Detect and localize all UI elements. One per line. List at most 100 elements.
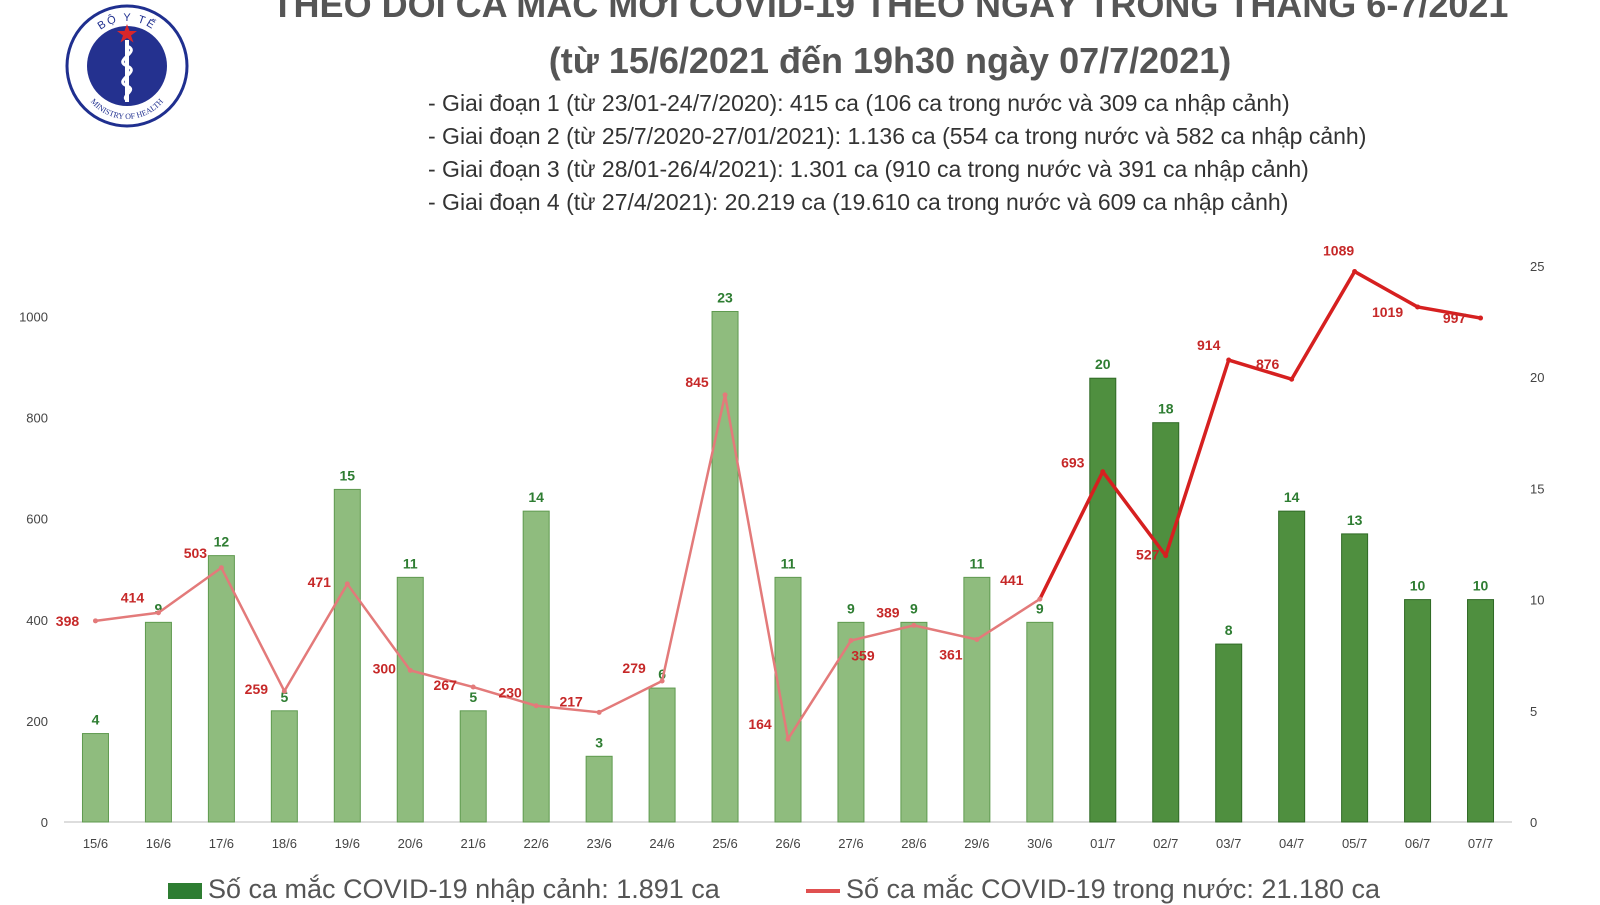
left-axis-tick-label: 0	[41, 815, 48, 830]
x-axis-tick-label: 19/6	[335, 836, 360, 851]
line-data-label: 217	[559, 693, 583, 709]
legend-line-swatch	[806, 888, 840, 893]
x-axis-tick-label: 05/7	[1342, 836, 1367, 851]
stage-2-summary: - Giai đoạn 2 (từ 25/7/2020-27/01/2021):…	[428, 123, 1367, 149]
line-segment-domestic-cases	[723, 393, 790, 741]
line-data-label: 398	[56, 613, 80, 629]
line-point-domestic-cases	[407, 667, 413, 673]
bar-data-label: 8	[1225, 622, 1233, 638]
x-axis-tick-label: 21/6	[461, 836, 486, 851]
stage-1-summary: - Giai đoạn 1 (từ 23/01-24/7/2020): 415 …	[428, 90, 1290, 116]
line-segment-domestic-cases	[597, 679, 664, 714]
line-data-label: 693	[1061, 455, 1085, 471]
line-data-label: 471	[308, 574, 332, 590]
bar-imported-cases	[333, 488, 361, 823]
line-data-label: 914	[1197, 337, 1221, 353]
legend-bar-label: Số ca mắc COVID-19 nhập cảnh: 1.891 ca	[208, 874, 720, 904]
x-axis-tick-label: 15/6	[83, 836, 108, 851]
line-point-domestic-cases	[1289, 376, 1295, 382]
line-point-domestic-cases	[470, 684, 476, 690]
bar-imported-cases	[585, 755, 613, 823]
line-segment-domestic-cases	[1101, 469, 1168, 558]
line-segment-domestic-cases	[471, 685, 538, 707]
bar-imported-cases	[1215, 643, 1243, 823]
bar-data-label: 9	[847, 600, 855, 616]
line-data-label: 300	[373, 660, 397, 676]
bar-data-label: 14	[1284, 489, 1300, 505]
bar-data-label: 12	[214, 534, 230, 550]
line-point-domestic-cases	[722, 392, 728, 398]
line-segment-domestic-cases	[1038, 469, 1105, 601]
line-data-label: 503	[184, 545, 208, 561]
x-axis-tick-label: 28/6	[901, 836, 926, 851]
x-axis-tick-label: 06/7	[1405, 836, 1430, 851]
x-axis-tick-label: 20/6	[398, 836, 423, 851]
line-segment-domestic-cases	[1289, 269, 1357, 381]
left-axis-tick-label: 600	[26, 512, 48, 527]
bar-imported-cases	[963, 576, 991, 823]
x-axis-tick-label: 27/6	[838, 836, 863, 851]
bar-data-label: 10	[1473, 578, 1489, 594]
line-segment-domestic-cases	[534, 704, 601, 714]
bar-imported-cases	[522, 510, 550, 823]
stage-summary-list: - Giai đoạn 1 (từ 23/01-24/7/2020): 415 …	[428, 90, 1366, 222]
line-data-label: 164	[748, 716, 772, 732]
bar-data-label: 11	[969, 555, 984, 571]
bar-imported-cases	[1404, 599, 1432, 823]
x-axis-tick-label: 04/7	[1279, 836, 1304, 851]
right-axis-tick-label: 20	[1530, 370, 1544, 385]
stage-4-summary: - Giai đoạn 4 (từ 27/4/2021): 20.219 ca …	[428, 189, 1289, 215]
line-point-domestic-cases	[1100, 469, 1106, 475]
bar-imported-cases	[774, 576, 802, 823]
line-data-label: 1019	[1372, 304, 1403, 320]
line-segment-domestic-cases	[849, 624, 916, 642]
line-point-domestic-cases	[344, 581, 350, 587]
bar-data-label: 15	[340, 467, 356, 483]
bar-data-label: 14	[528, 489, 544, 505]
line-segment-domestic-cases	[660, 393, 727, 683]
x-axis-tick-label: 07/7	[1468, 836, 1493, 851]
line-segment-domestic-cases	[786, 639, 853, 741]
bar-data-label: 5	[469, 689, 477, 705]
bar-imported-cases	[144, 621, 172, 823]
line-point-domestic-cases	[1478, 315, 1484, 321]
line-point-domestic-cases	[911, 622, 917, 628]
line-segment-domestic-cases	[1226, 358, 1294, 381]
line-segment-domestic-cases	[346, 582, 412, 672]
bar-imported-cases	[270, 710, 298, 823]
line-segment-domestic-cases	[283, 582, 349, 693]
line-segment-domestic-cases	[94, 611, 160, 623]
line-segment-domestic-cases	[157, 566, 223, 614]
left-axis-tick-label: 1000	[19, 310, 48, 325]
bar-data-label: 23	[717, 289, 733, 305]
line-segment-domestic-cases	[220, 566, 286, 693]
legend-line-entry: Số ca mắc COVID-19 trong nước: 21.180 ca	[806, 874, 1380, 905]
line-point-domestic-cases	[974, 637, 980, 643]
left-axis-tick-label: 200	[26, 714, 48, 729]
line-data-label: 997	[1443, 310, 1467, 326]
bar-data-label: 13	[1347, 512, 1363, 528]
line-point-domestic-cases	[1163, 553, 1169, 559]
bar-imported-cases	[1341, 533, 1369, 823]
line-data-label: 845	[685, 374, 709, 390]
bar-imported-cases	[396, 576, 424, 823]
bar-data-label: 3	[595, 734, 603, 750]
line-point-domestic-cases	[1415, 304, 1421, 310]
line-data-label: 389	[876, 604, 900, 620]
line-segment-domestic-cases	[1163, 358, 1231, 558]
line-data-label: 361	[939, 647, 963, 663]
line-point-domestic-cases	[1037, 596, 1043, 602]
x-axis-tick-label: 01/7	[1090, 836, 1115, 851]
line-point-domestic-cases	[659, 678, 665, 684]
line-data-label: 230	[498, 685, 522, 701]
x-axis-tick-label: 02/7	[1153, 836, 1178, 851]
line-data-label: 1089	[1323, 243, 1354, 259]
line-point-domestic-cases	[848, 638, 854, 644]
bar-data-label: 20	[1095, 356, 1111, 372]
bar-data-label: 11	[781, 555, 796, 571]
line-segment-domestic-cases	[1415, 305, 1483, 320]
chart-title: THEO DÕI CA MẮC MỚI COVID-19 THEO NGÀY T…	[271, 0, 1509, 25]
line-point-domestic-cases	[1226, 357, 1232, 363]
line-point-domestic-cases	[92, 618, 98, 624]
right-axis-tick-label: 5	[1530, 704, 1537, 719]
